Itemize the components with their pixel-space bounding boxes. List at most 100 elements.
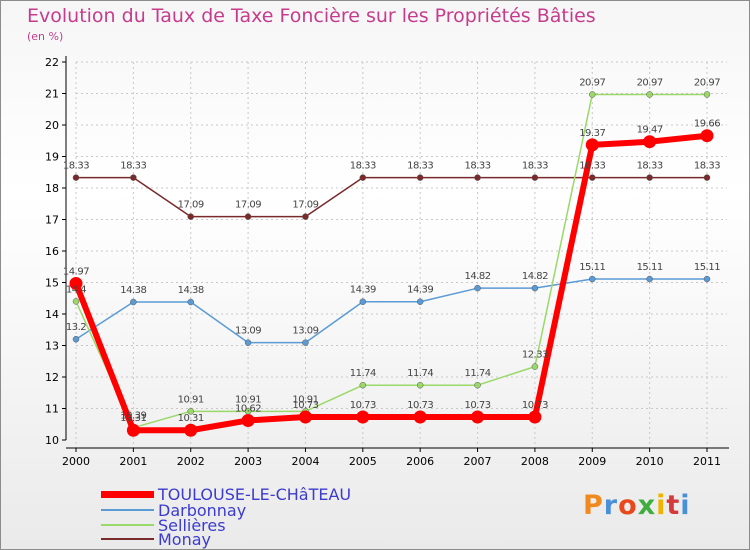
y-tick-label: 20 bbox=[45, 119, 59, 132]
legend-swatch-toulouse bbox=[101, 491, 154, 498]
data-point bbox=[72, 298, 80, 305]
data-label: 14.4 bbox=[66, 284, 86, 295]
data-point bbox=[359, 298, 367, 305]
data-label: 10.31 bbox=[178, 413, 204, 424]
series-line-2 bbox=[75, 93, 707, 429]
legend-swatch-darbonnay bbox=[101, 509, 154, 511]
data-label: 19.66 bbox=[694, 119, 720, 130]
data-label: 13.09 bbox=[235, 326, 261, 337]
data-label: 18.33 bbox=[637, 161, 663, 172]
legend-label-monay: Monay bbox=[158, 530, 212, 549]
data-label: 10.73 bbox=[464, 400, 490, 411]
data-point bbox=[531, 284, 539, 292]
data-label: 11.74 bbox=[407, 368, 433, 379]
x-tick-label: 2002 bbox=[177, 455, 205, 468]
series-line-0 bbox=[73, 132, 708, 434]
data-label: 18.33 bbox=[350, 161, 376, 172]
data-point bbox=[244, 213, 252, 220]
y-tick-label: 22 bbox=[45, 56, 59, 69]
data-label: 14.97 bbox=[63, 266, 89, 277]
data-label: 20.97 bbox=[637, 77, 663, 88]
data-point bbox=[416, 174, 424, 181]
data-label: 14.39 bbox=[350, 285, 376, 296]
x-tick-label: 2000 bbox=[62, 455, 90, 468]
data-point bbox=[531, 174, 539, 181]
data-point bbox=[298, 410, 312, 424]
data-label: 10.39 bbox=[120, 411, 146, 422]
y-tick-label: 13 bbox=[45, 340, 59, 353]
data-label: 18.33 bbox=[120, 161, 146, 172]
data-point bbox=[589, 91, 596, 98]
y-tick-label: 10 bbox=[45, 434, 59, 447]
data-point bbox=[187, 213, 194, 220]
data-label: 10.73 bbox=[522, 400, 548, 411]
y-tick-label: 18 bbox=[45, 182, 59, 195]
x-tick-label: 2010 bbox=[636, 455, 664, 468]
data-label: 14.82 bbox=[464, 271, 490, 282]
logo-letter: o bbox=[618, 490, 638, 521]
legend-item-monay: Monay bbox=[101, 530, 421, 549]
data-label: 10.31 bbox=[120, 413, 146, 424]
y-tick-label: 11 bbox=[45, 403, 59, 416]
data-label: 11.74 bbox=[464, 368, 490, 379]
data-label: 14.82 bbox=[522, 271, 548, 282]
data-point bbox=[187, 298, 194, 306]
data-point bbox=[643, 135, 657, 149]
data-label: 13.09 bbox=[292, 326, 318, 337]
x-tick-label: 2011 bbox=[693, 455, 721, 468]
data-label: 10.62 bbox=[235, 403, 261, 414]
data-point bbox=[471, 410, 485, 424]
data-point bbox=[413, 410, 427, 424]
data-label: 18.33 bbox=[63, 161, 89, 172]
data-point bbox=[184, 423, 198, 437]
data-point bbox=[589, 174, 596, 181]
series-line-3 bbox=[76, 176, 707, 218]
data-point bbox=[531, 363, 539, 370]
data-label: 14.38 bbox=[178, 285, 204, 296]
y-axis-unit-label: (en %) bbox=[27, 30, 64, 43]
data-point bbox=[703, 275, 711, 283]
data-label: 18.33 bbox=[407, 161, 433, 172]
data-label: 12.33 bbox=[522, 350, 548, 361]
y-tick-label: 16 bbox=[45, 245, 59, 258]
legend-label-darbonnay: Darbonnay bbox=[158, 501, 247, 520]
series-line-1 bbox=[75, 278, 707, 344]
data-point bbox=[359, 174, 367, 181]
logo-letter: i bbox=[680, 490, 691, 521]
data-point bbox=[69, 276, 83, 290]
y-tick-label: 15 bbox=[45, 277, 59, 290]
data-point bbox=[241, 413, 255, 427]
chart-title: Evolution du Taux de Taxe Foncière sur l… bbox=[27, 5, 596, 27]
data-label: 17.09 bbox=[178, 200, 204, 211]
y-tick-label: 21 bbox=[45, 88, 59, 101]
data-label: 19.47 bbox=[637, 125, 663, 136]
data-point bbox=[72, 335, 80, 343]
data-point bbox=[302, 339, 309, 346]
data-point bbox=[474, 284, 481, 292]
data-label: 15.11 bbox=[637, 262, 663, 273]
legend-item-darbonnay: Darbonnay bbox=[101, 501, 421, 520]
data-point bbox=[589, 275, 596, 283]
series-lines bbox=[69, 91, 714, 437]
y-tick-label: 17 bbox=[45, 214, 59, 227]
legend-swatch-monay bbox=[101, 538, 154, 540]
logo-letter: x bbox=[637, 490, 657, 521]
data-point bbox=[244, 339, 252, 346]
data-label: 10.91 bbox=[235, 394, 261, 405]
data-label: 10.73 bbox=[292, 400, 318, 411]
x-tick-label: 2005 bbox=[349, 455, 377, 468]
data-point bbox=[703, 91, 711, 98]
data-label: 10.73 bbox=[407, 400, 433, 411]
data-label: 14.38 bbox=[120, 285, 146, 296]
legend-item-toulouse: TOULOUSE-LE-CHâTEAU bbox=[101, 485, 421, 504]
data-point bbox=[646, 174, 653, 181]
data-point bbox=[72, 174, 80, 181]
data-label: 13.2 bbox=[66, 322, 86, 333]
data-point bbox=[416, 381, 424, 389]
x-tick-label: 2006 bbox=[406, 455, 434, 468]
legend-label-toulouse: TOULOUSE-LE-CHâTEAU bbox=[158, 485, 352, 504]
data-label: 17.09 bbox=[235, 200, 261, 211]
data-label: 19.37 bbox=[579, 128, 605, 139]
data-point bbox=[528, 410, 542, 424]
